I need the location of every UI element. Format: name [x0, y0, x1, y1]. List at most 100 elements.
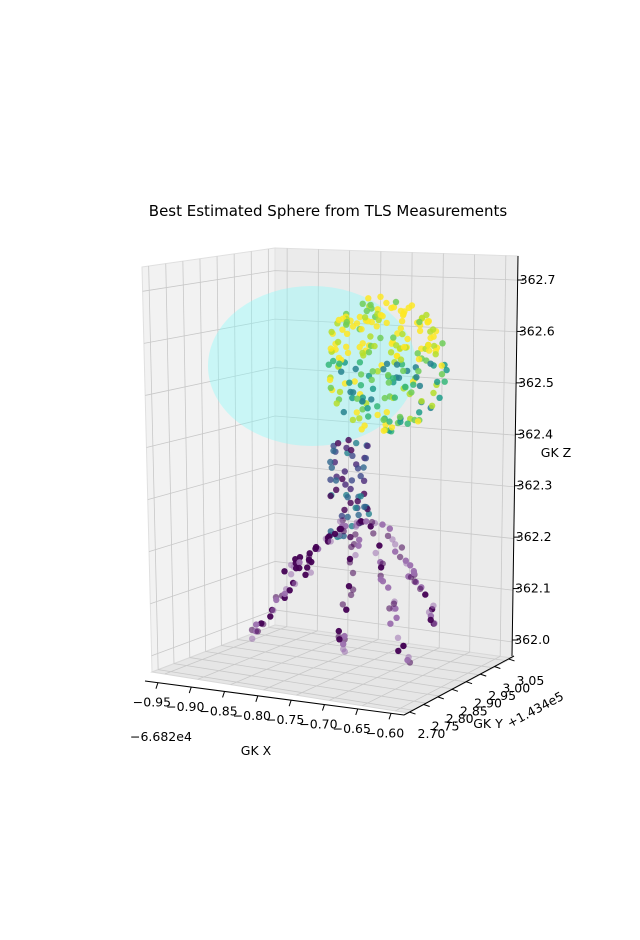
- data-point: [397, 325, 404, 332]
- data-point: [341, 468, 348, 475]
- data-point: [428, 402, 436, 409]
- data-point: [393, 361, 401, 368]
- data-point: [365, 510, 373, 518]
- data-point: [373, 323, 380, 330]
- x-tick-mark: [321, 704, 325, 711]
- data-point: [347, 533, 354, 541]
- data-point: [354, 465, 362, 472]
- z-tick-label: 362.2: [516, 529, 552, 544]
- data-point: [358, 326, 365, 333]
- data-point: [346, 379, 353, 386]
- y-tick-label: 3.00: [502, 681, 530, 696]
- data-point: [374, 368, 381, 375]
- data-point: [342, 481, 349, 488]
- data-point: [349, 586, 357, 593]
- z-ticks: 362.0 362.1 362.2 362.3 362.4 362.5 362.6 362.7: [512, 272, 555, 647]
- data-point: [343, 606, 350, 613]
- data-point: [355, 511, 362, 519]
- data-point: [386, 418, 393, 425]
- data-point: [356, 536, 363, 543]
- data-point: [346, 559, 354, 566]
- z-gridline: [147, 464, 515, 500]
- z-gridline: [146, 415, 516, 448]
- data-point: [337, 525, 345, 533]
- data-point: [347, 485, 354, 493]
- y-gridline: [252, 632, 494, 669]
- x-tick-mark: [155, 682, 159, 689]
- data-point: [394, 330, 401, 337]
- data-point: [357, 382, 365, 389]
- data-point: [352, 365, 359, 373]
- data-point: [336, 636, 343, 643]
- data-point: [411, 578, 418, 585]
- x-gridline: [469, 254, 476, 653]
- x-tick-mark: [288, 700, 292, 707]
- data-point: [380, 427, 387, 434]
- data-point: [394, 634, 402, 641]
- data-point: [397, 356, 405, 363]
- data-point: [400, 343, 408, 351]
- y-tick-mark: [409, 711, 416, 715]
- data-point: [385, 379, 392, 386]
- data-point: [328, 328, 335, 336]
- data-point: [352, 504, 359, 511]
- data-point: [327, 384, 334, 392]
- z-gridline: [143, 318, 517, 344]
- data-point: [312, 543, 320, 551]
- data-point: [397, 418, 404, 426]
- data-point: [425, 347, 433, 354]
- data-point: [372, 549, 379, 557]
- data-point: [379, 521, 386, 528]
- data-point: [327, 538, 334, 545]
- z-gridline: [150, 561, 514, 605]
- data-point: [368, 518, 376, 526]
- x-gridline: [296, 643, 409, 696]
- data-point: [344, 349, 352, 357]
- data-point: [385, 371, 392, 379]
- data-point: [414, 418, 422, 425]
- data-point: [393, 614, 400, 621]
- data-point: [356, 519, 363, 527]
- data-point: [429, 326, 437, 333]
- data-point: [349, 569, 357, 577]
- x-ticks: −0.95−0.90−0.85−0.80−0.75−0.70−0.65−0.60: [133, 682, 404, 740]
- data-point: [354, 498, 361, 505]
- x-gridline: [164, 626, 287, 675]
- data-point: [417, 585, 424, 593]
- data-point: [353, 439, 360, 447]
- data-point: [436, 394, 443, 401]
- x-tick-label: −0.70: [299, 717, 337, 732]
- data-point: [430, 389, 437, 397]
- data-point: [267, 613, 274, 620]
- y-gridline: [165, 263, 175, 664]
- data-point: [425, 609, 433, 616]
- data-point: [368, 376, 375, 384]
- data-point: [302, 571, 309, 578]
- data-point: [415, 368, 422, 375]
- x-offset-label: −6.682e4: [130, 729, 192, 744]
- z-tick-label: 362.1: [515, 581, 551, 596]
- x-tick-mark: [188, 686, 192, 694]
- data-point: [344, 494, 351, 501]
- data-point: [260, 620, 267, 628]
- y-tick-mark: [480, 673, 487, 677]
- y-axis-line: [403, 655, 515, 716]
- data-point: [334, 440, 342, 447]
- data-point: [384, 532, 392, 540]
- x-tick-label: −0.95: [133, 695, 171, 710]
- data-point: [360, 477, 368, 484]
- data-point: [410, 381, 417, 388]
- data-point: [390, 600, 398, 607]
- data-point: [402, 383, 409, 390]
- data-point: [359, 340, 366, 347]
- data-point: [327, 458, 334, 466]
- data-point: [392, 541, 399, 548]
- data-point: [354, 395, 361, 402]
- y-tick-mark: [494, 666, 501, 670]
- x-tick-mark: [222, 691, 226, 698]
- data-point: [410, 570, 418, 577]
- data-point: [396, 553, 404, 561]
- data-point: [281, 590, 288, 598]
- data-point: [383, 319, 390, 327]
